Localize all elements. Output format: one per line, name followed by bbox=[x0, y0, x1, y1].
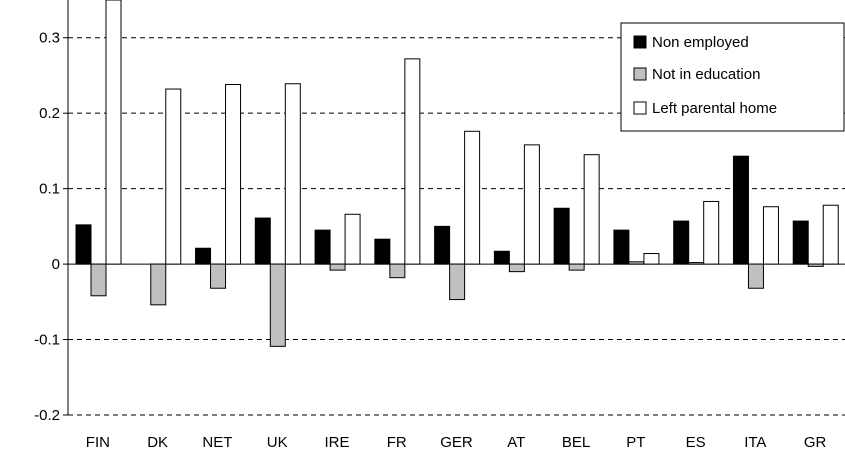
bar-left-parental-home-ita bbox=[762, 206, 779, 265]
bar-left-parental-home-net bbox=[225, 84, 242, 265]
x-tick-label: AT bbox=[507, 434, 525, 451]
x-tick-label: ES bbox=[686, 434, 706, 451]
bar-not-in-education-uk bbox=[269, 263, 286, 347]
bar-left-parental-home-gr bbox=[822, 204, 839, 265]
legend-label-left-parental-home: Left parental home bbox=[652, 100, 777, 117]
bar-non-employed-ita bbox=[732, 155, 749, 265]
bar-not-in-education-ire bbox=[329, 263, 346, 271]
bar-non-employed-bel bbox=[553, 207, 570, 265]
bar-not-in-education-fin bbox=[90, 263, 107, 297]
x-tick-label: FIN bbox=[86, 434, 110, 451]
x-tick-labels: FIN DK NET UK IRE FR GER AT BEL PT ES ITA GR bbox=[86, 434, 827, 451]
bar-left-parental-home-es bbox=[703, 200, 720, 265]
y-tick-label: 0.1 bbox=[39, 181, 60, 198]
bars bbox=[75, 0, 839, 347]
gridlines bbox=[68, 37, 845, 416]
y-tick-label: -0.1 bbox=[34, 332, 60, 349]
bar-not-in-education-dk bbox=[150, 263, 167, 306]
x-tick-label: DK bbox=[147, 434, 168, 451]
y-tick-label: 0.3 bbox=[39, 30, 60, 47]
x-tick-label: GER bbox=[440, 434, 473, 451]
bar-left-parental-home-bel bbox=[583, 154, 600, 265]
legend: Non employed Not in education Left paren… bbox=[620, 22, 845, 132]
bar-non-employed-ire bbox=[314, 229, 331, 265]
y-tick-label: -0.2 bbox=[34, 407, 60, 424]
x-tick-label: NET bbox=[202, 434, 232, 451]
bar-left-parental-home-uk bbox=[284, 83, 301, 265]
legend-item-non-employed: Non employed bbox=[633, 34, 749, 51]
bar-not-in-education-ger bbox=[449, 263, 466, 301]
bar-left-parental-home-at bbox=[523, 144, 540, 265]
x-tick-label: GR bbox=[804, 434, 827, 451]
bar-non-employed-uk bbox=[254, 217, 271, 265]
bar-not-in-education-ita bbox=[747, 263, 764, 289]
y-tick-label: 0.2 bbox=[39, 105, 60, 122]
bar-non-employed-ger bbox=[434, 225, 451, 265]
x-tick-label: UK bbox=[267, 434, 288, 451]
bar-left-parental-home-fin bbox=[105, 0, 122, 265]
x-tick-label: FR bbox=[387, 434, 407, 451]
bar-non-employed-gr bbox=[792, 220, 809, 265]
bar-not-in-education-gr bbox=[807, 263, 824, 267]
legend-item-left-parental-home: Left parental home bbox=[633, 100, 777, 117]
legend-swatch-left-parental-home bbox=[633, 101, 647, 115]
x-tick-label: BEL bbox=[562, 434, 590, 451]
legend-swatch-not-in-education bbox=[633, 67, 647, 81]
bar-left-parental-home-ger bbox=[464, 130, 481, 265]
y-tick-label: 0 bbox=[52, 256, 60, 273]
bar-non-employed-fr bbox=[374, 238, 391, 265]
y-tick-labels: -0.2 -0.1 0 0.1 0.2 0.3 bbox=[34, 30, 68, 424]
x-tick-label: IRE bbox=[324, 434, 349, 451]
bar-not-in-education-bel bbox=[568, 263, 585, 271]
bar-not-in-education-at bbox=[508, 263, 525, 273]
bar-not-in-education-es bbox=[688, 262, 705, 265]
legend-label-non-employed: Non employed bbox=[652, 34, 749, 51]
bar-non-employed-fin bbox=[75, 224, 92, 265]
bar-non-employed-es bbox=[673, 220, 690, 265]
bar-not-in-education-fr bbox=[389, 263, 406, 279]
legend-item-not-in-education: Not in education bbox=[633, 66, 760, 83]
x-tick-label: PT bbox=[626, 434, 645, 451]
legend-swatch-non-employed bbox=[633, 35, 647, 49]
bar-non-employed-at bbox=[493, 250, 510, 265]
bar-left-parental-home-fr bbox=[404, 58, 421, 265]
bar-non-employed-pt bbox=[613, 229, 630, 265]
bar-left-parental-home-dk bbox=[165, 88, 182, 265]
legend-box bbox=[620, 22, 845, 132]
legend-label-not-in-education: Not in education bbox=[652, 66, 760, 83]
bar-left-parental-home-ire bbox=[344, 213, 361, 265]
x-tick-label: ITA bbox=[744, 434, 766, 451]
bar-non-employed-net bbox=[195, 247, 212, 265]
bar-not-in-education-pt bbox=[628, 261, 645, 265]
bar-not-in-education-net bbox=[210, 263, 227, 289]
bar-left-parental-home-pt bbox=[643, 253, 660, 265]
